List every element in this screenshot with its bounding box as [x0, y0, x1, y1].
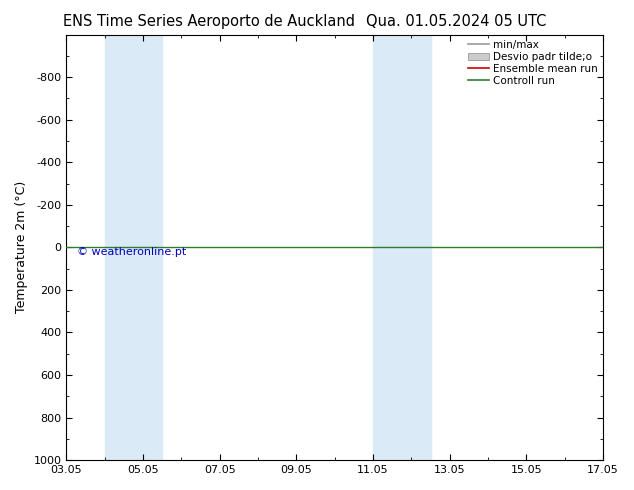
- Text: ENS Time Series Aeroporto de Auckland: ENS Time Series Aeroporto de Auckland: [63, 14, 355, 29]
- Text: © weatheronline.pt: © weatheronline.pt: [77, 246, 186, 257]
- Bar: [105, 35, 162, 460]
- Bar: [373, 35, 430, 460]
- Text: Qua. 01.05.2024 05 UTC: Qua. 01.05.2024 05 UTC: [366, 14, 547, 29]
- Y-axis label: Temperature 2m (°C): Temperature 2m (°C): [15, 181, 28, 314]
- Legend: min/max, Desvio padr tilde;o, Ensemble mean run, Controll run: min/max, Desvio padr tilde;o, Ensemble m…: [466, 38, 600, 88]
